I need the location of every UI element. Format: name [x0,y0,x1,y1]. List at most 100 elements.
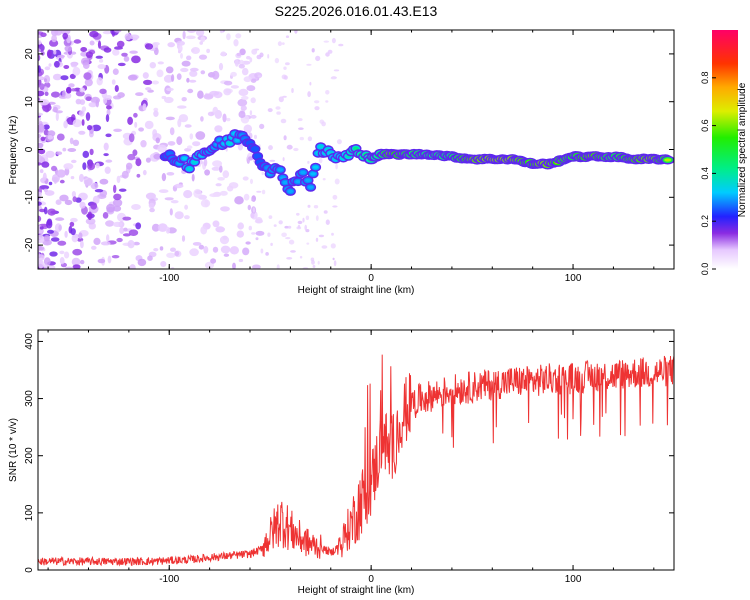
spectrogram-noise-blob [38,54,41,62]
spectrogram-noise-blob [92,195,100,204]
spectrogram-noise-blob [256,190,262,193]
spectrogram-noise-blob [249,110,253,116]
spectrogram-noise-blob [275,106,281,110]
spectrogram-noise-blob [174,250,180,257]
spectrogram-ridge-layer [159,129,674,196]
spectrogram-noise-blob [259,123,265,130]
spectrogram-noise-blob [167,141,176,146]
spectrogram-noise-blob [203,246,209,254]
spectrogram-noise-blob [251,198,255,202]
spectrogram-noise-blob [189,70,198,77]
spectrogram-noise-blob [294,30,298,34]
spectrogram-noise-blob [69,221,75,227]
spectrogram-noise-blob [55,112,59,121]
spectrogram-noise-blob [166,172,175,176]
spectrogram-noise-blob [43,206,48,215]
spectrogram-noise-blob [38,40,42,45]
spectrogram-noise-blob [251,232,256,235]
spectrogram-noise-blob [246,55,251,60]
spectrogram-noise-blob [311,48,315,53]
spectrogram-noise-blob [69,137,74,145]
spectrogram-noise-blob [288,239,295,245]
snr-y-label: SNR (10 * v/v) [8,418,19,482]
spectrogram-noise-blob [307,91,311,98]
spectrogram-noise-blob [174,211,184,220]
spectrogram-noise-blob [181,97,187,102]
spectrogram-noise-blob [250,78,257,83]
spectrogram-noise-blob [45,150,55,158]
spectrogram-noise-blob [254,72,263,79]
spectrogram-noise-blob [332,257,335,261]
snr-axes-frame [37,329,675,571]
spectrogram-y-ticks: -20 -10 0 10 20 [24,48,674,252]
spectrogram-noise-blob [43,235,51,242]
spectrogram-noise-blob [187,145,193,149]
spectrogram-noise-blob [203,158,208,167]
spectrogram-noise-blob [59,250,65,255]
spectrogram-noise-blob [88,102,97,108]
spectrogram-ridge-core [181,156,188,160]
spectrogram-noise-blob [38,142,44,149]
spectrogram-noise-blob [189,67,199,72]
spectrogram-noise-blob [63,65,70,69]
spectrogram-noise-blob [260,248,264,254]
spectrogram-noise-blob [121,52,128,57]
spectrogram-noise-blob [248,225,252,231]
spectrogram-noise-blob [267,108,273,113]
spectrogram-noise-blob [87,125,93,131]
spectrogram-noise-blob [165,66,174,74]
spectrogram-noise-blob [180,67,189,73]
spectrogram-noise-blob [200,199,211,208]
snr-x-label: Height of straight line (km) [298,585,415,596]
spectrogram-noise-blob [157,223,168,232]
spectrogram-noise-blob [87,211,93,220]
spectrogram-noise-blob [85,96,93,101]
spectrogram-noise-blob [39,185,50,190]
spectrogram-noise-blob [245,241,251,245]
spectrogram-noise-blob [75,197,82,203]
spectrogram-noise-blob [38,65,41,73]
spectrogram-noise-blob [155,137,160,144]
spectrogram-noise-blob [123,227,128,232]
spectrogram-noise-blob [283,66,287,70]
spectrogram-noise-blob [71,257,81,267]
spectrogram-noise-blob [38,123,45,133]
spectrogram-noise-blob [325,52,330,57]
spectrogram-noise-blob [212,220,220,228]
spectrogram-noise-blob [285,62,290,66]
spectrogram-noise-blob [330,77,337,80]
x-tick-label: 100 [565,574,582,585]
spectrogram-noise-blob [318,234,325,238]
spectrogram-noise-blob [243,76,252,83]
spectrogram-noise-blob [312,265,316,268]
spectrogram-noise-blob [149,207,155,213]
spectrogram-noise-blob [159,246,164,251]
spectrogram-noise-blob [81,106,87,112]
spectrogram-noise-blob [178,114,189,123]
spectrogram-noise-blob [140,140,147,148]
spectrogram-noise-blob [72,119,82,128]
spectrogram-noise-blob [255,237,259,241]
spectrogram-noise-blob [234,196,244,205]
spectrogram-noise-blob [131,204,141,210]
spectrogram-noise-blob [238,258,244,263]
spectrogram-noise-blob [59,257,65,265]
spectrogram-noise-blob [305,215,310,221]
spectrogram-noise-blob [250,212,255,219]
y-tick-label: 400 [24,333,35,350]
spectrogram-noise-blob [192,242,202,246]
spectrogram-noise-blob [81,57,90,66]
spectrogram-noise-blob [59,194,69,202]
spectrogram-noise-blob [62,90,66,97]
spectrogram-noise-blob [75,98,82,105]
spectrogram-noise-blob [103,47,112,53]
spectrogram-noise-blob [105,114,110,123]
spectrogram-noise-blob [332,194,338,200]
spectrogram-noise-blob [103,153,109,157]
spectrogram-noise-blob [317,260,320,265]
spectrogram-noise-blob [257,75,262,78]
spectrogram-noise-blob [113,184,117,194]
spectrogram-noise-blob [60,30,71,35]
